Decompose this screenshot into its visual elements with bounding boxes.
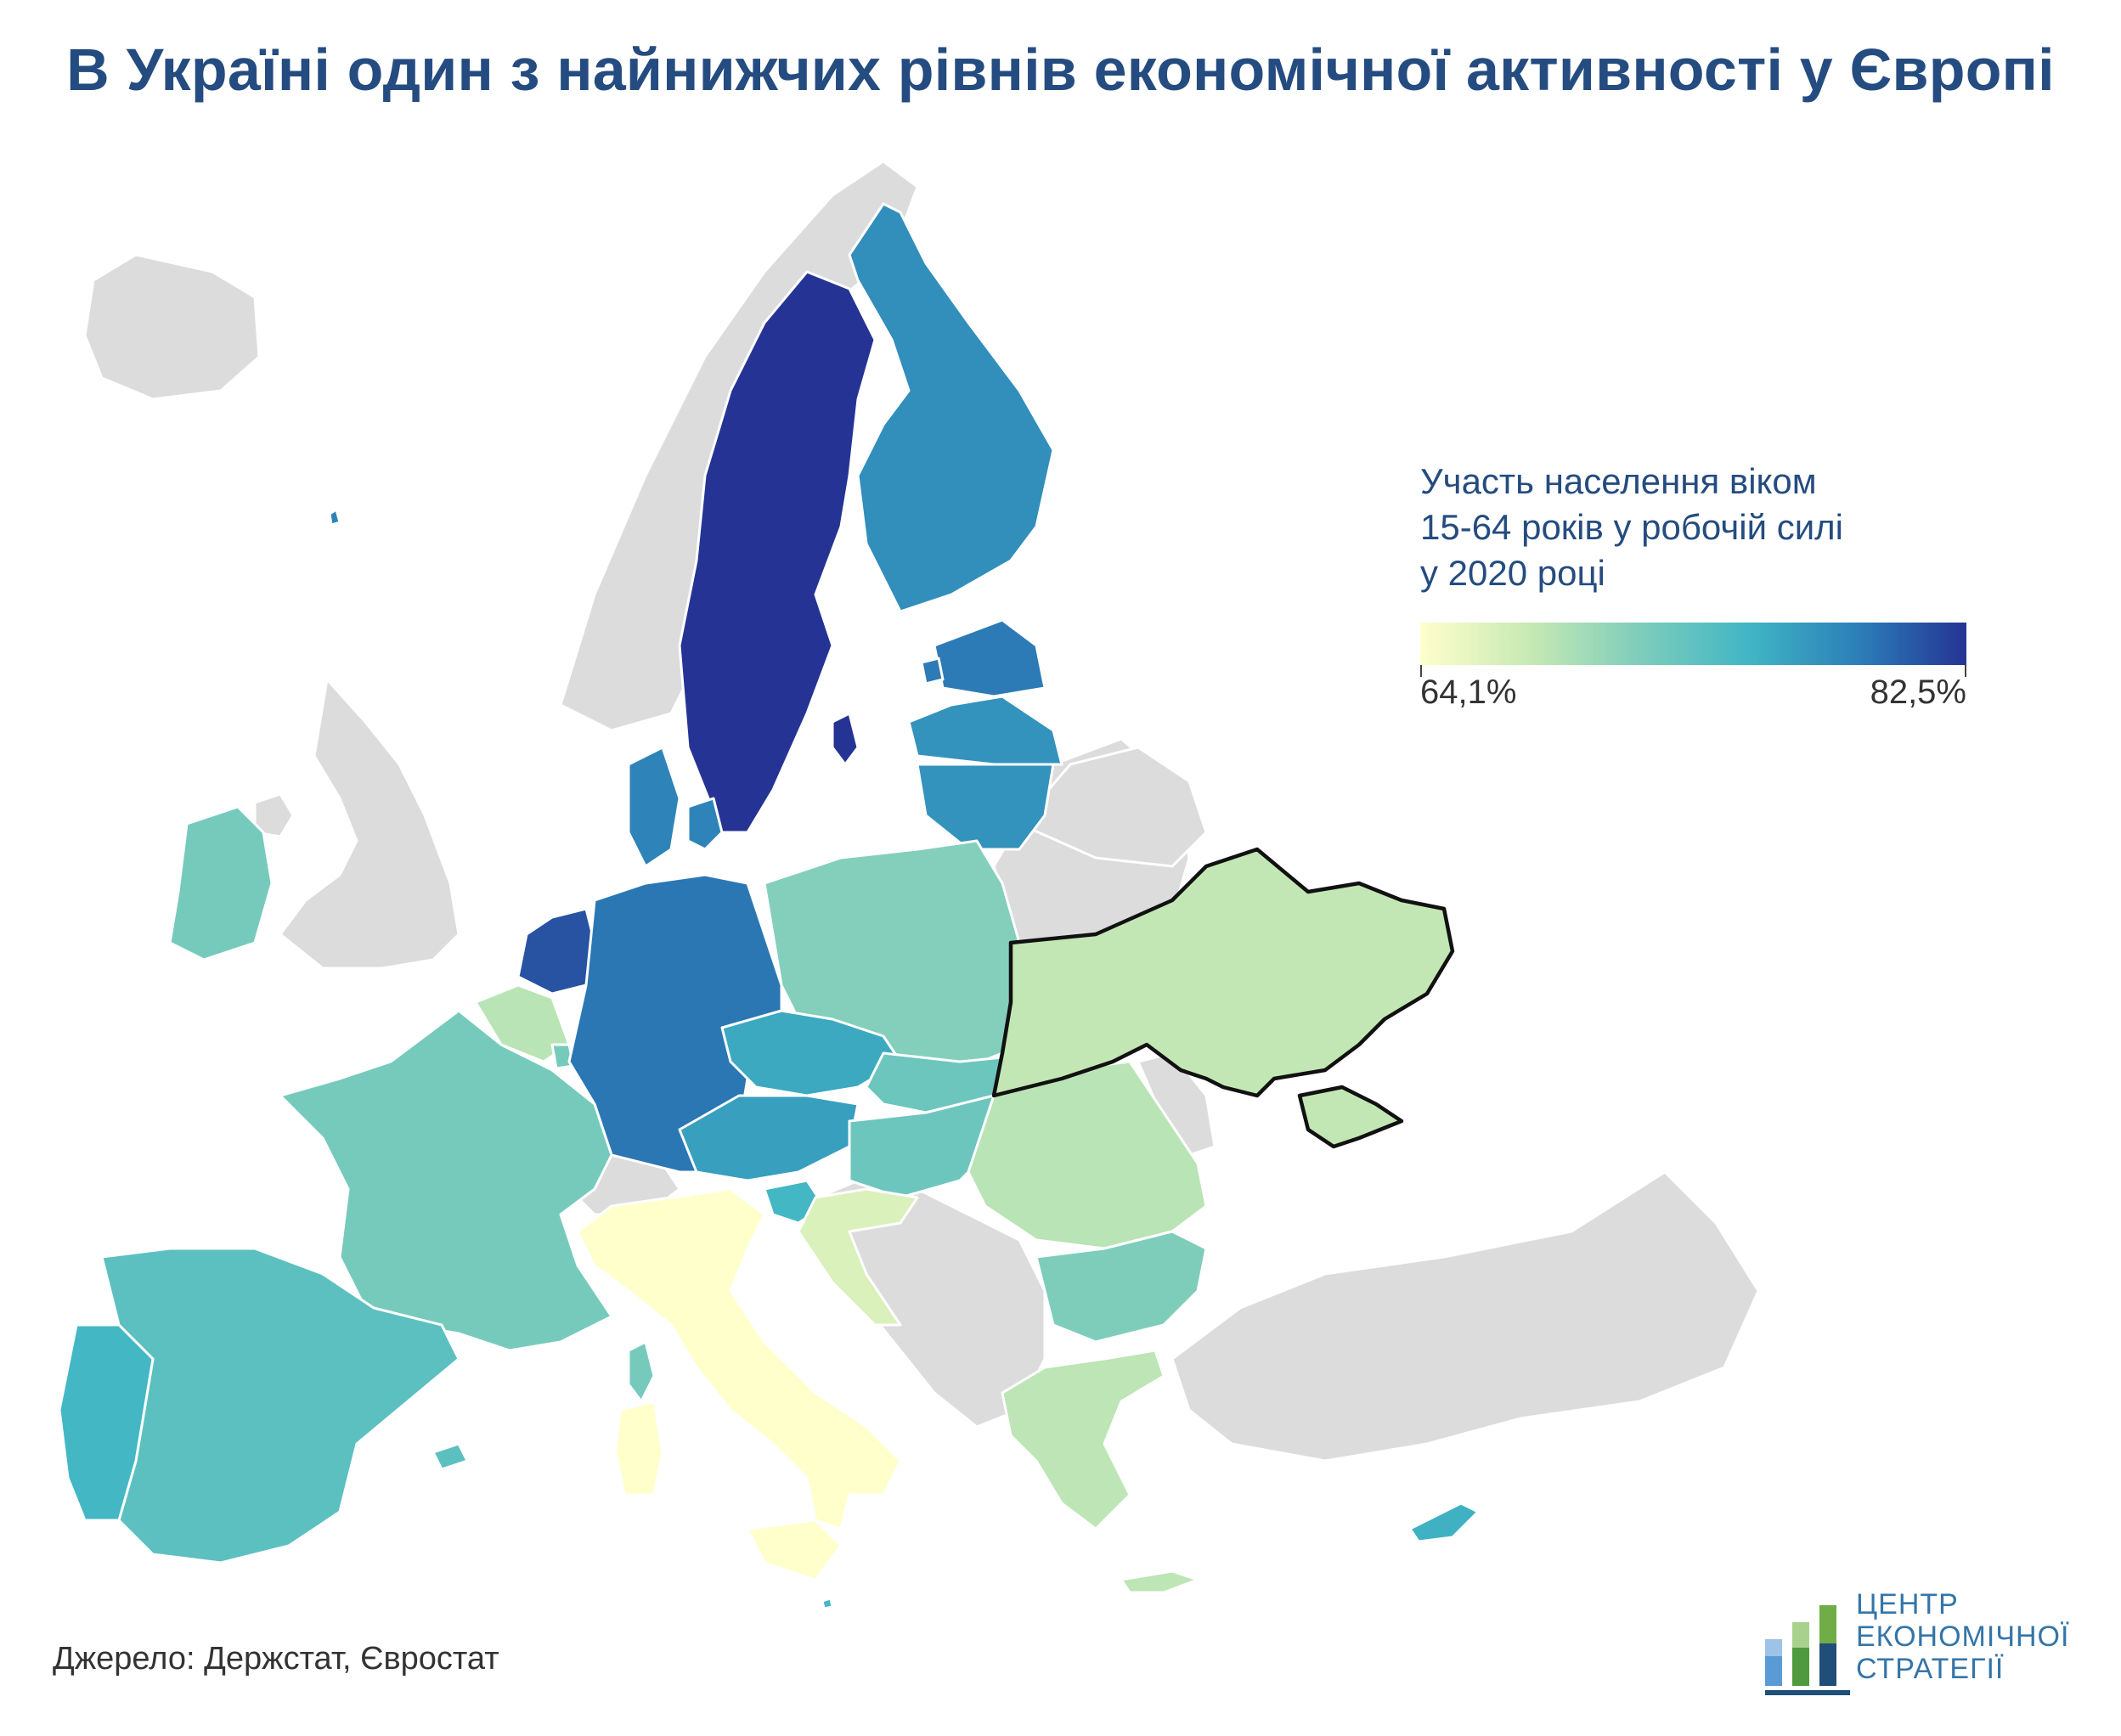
legend-title-line-3: у 2020 році bbox=[1420, 553, 1605, 593]
data-countries bbox=[58, 202, 1480, 1610]
crete-shape bbox=[1120, 1570, 1199, 1594]
logo-line-2: ЕКОНОМІЧНОЇ bbox=[1856, 1620, 2070, 1653]
corsica-shape bbox=[627, 1340, 656, 1403]
denmark-shape bbox=[627, 746, 681, 868]
netherlands-shape bbox=[516, 907, 596, 995]
legend-title-line-2: 15-64 років у робочій силі bbox=[1420, 507, 1844, 547]
legend-title-line-1: Участь населення віком bbox=[1420, 461, 1817, 501]
logo-bar-3-top bbox=[1819, 1605, 1836, 1643]
balearic-shape bbox=[432, 1442, 469, 1471]
sicily-shape bbox=[746, 1519, 843, 1581]
gotland-shape bbox=[831, 712, 860, 766]
logo-baseline bbox=[1765, 1690, 1850, 1695]
legend-min-label: 64,1% bbox=[1420, 674, 1517, 711]
sardinia-shape bbox=[614, 1400, 664, 1496]
lithuania-shape bbox=[916, 763, 1055, 851]
uk-shape bbox=[279, 678, 460, 970]
denmark-islands-shape bbox=[686, 797, 724, 851]
legend-max-label: 82,5% bbox=[1870, 674, 1966, 711]
croatia-shape bbox=[797, 1187, 919, 1327]
iceland-shape bbox=[83, 253, 261, 401]
source-note: Джерело: Держстат, Євростат bbox=[53, 1641, 499, 1677]
logo-line-1: ЦЕНТР bbox=[1856, 1588, 1959, 1620]
ukraine-shape bbox=[991, 847, 1455, 1098]
estonia-shape bbox=[933, 618, 1046, 698]
legend-color-ramp bbox=[1420, 623, 1966, 665]
legend-tick-max bbox=[1965, 665, 1966, 677]
cyprus-shape bbox=[1408, 1502, 1480, 1543]
logo-text: ЦЕНТР ЕКОНОМІЧНОЇ СТРАТЕГІЇ bbox=[1856, 1588, 2069, 1685]
legend-tick-min bbox=[1420, 665, 1422, 677]
crimea-shape bbox=[1297, 1085, 1404, 1149]
page-title: В Україні один з найнижчих рівнів економ… bbox=[66, 37, 2055, 103]
romania-shape bbox=[967, 1060, 1208, 1250]
saaremaa-shape bbox=[920, 657, 945, 685]
turkey-shape bbox=[1170, 1170, 1760, 1463]
logo-bar-1-top bbox=[1765, 1639, 1782, 1656]
latvia-shape bbox=[907, 695, 1063, 766]
finland-shape bbox=[848, 202, 1055, 613]
legend-title: Участь населення віком 15-64 років у роб… bbox=[1420, 459, 2066, 596]
greece-shape bbox=[1001, 1349, 1165, 1530]
france-shape bbox=[279, 1009, 613, 1352]
faroe-shape bbox=[328, 508, 341, 527]
logo-bars-icon bbox=[1765, 1605, 1850, 1695]
sweden-shape bbox=[678, 270, 877, 834]
malta-shape bbox=[821, 1597, 834, 1610]
bulgaria-shape bbox=[1035, 1230, 1208, 1344]
portugal-shape bbox=[58, 1323, 155, 1522]
logo-bar-2-top bbox=[1792, 1622, 1809, 1648]
logo-line-3: СТРАТЕГІЇ bbox=[1856, 1653, 2005, 1685]
italy-shape bbox=[576, 1187, 902, 1530]
ireland-shape bbox=[168, 805, 274, 961]
russia-shape bbox=[1018, 746, 1208, 868]
